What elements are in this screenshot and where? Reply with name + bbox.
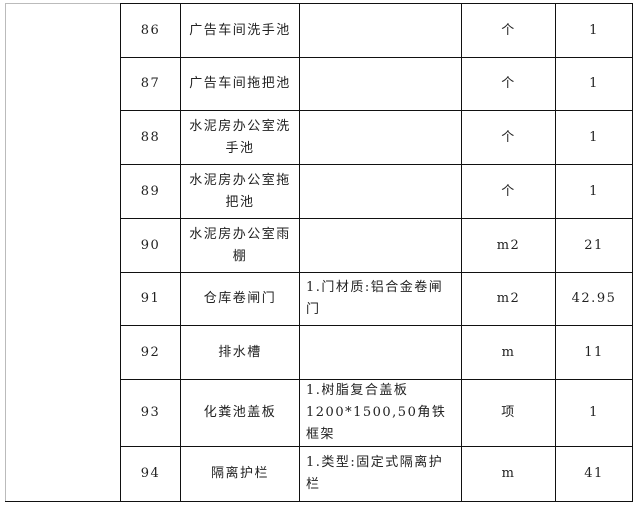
row-number: 94 (120, 446, 181, 502)
item-name: 广告车间洗手池 (180, 3, 300, 58)
item-quantity: 1 (555, 379, 633, 447)
item-unit: 项 (461, 379, 556, 447)
item-unit: 个 (461, 3, 556, 58)
item-quantity: 1 (555, 110, 633, 165)
item-unit: 个 (461, 57, 556, 111)
item-spec (299, 164, 462, 219)
item-spec: 1.类型:固定式隔离护栏 (299, 446, 462, 502)
table-row: 86 广告车间洗手池个 1 (5, 3, 633, 502)
row-number: 93 (120, 379, 181, 447)
item-spec (299, 325, 462, 380)
table-row: 91 仓库卷闸门 1.门材质:铝合金卷闸门 m2 42.95 (6, 272, 633, 326)
item-spec (299, 57, 462, 111)
bill-of-quantities-table: 86 广告车间洗手池个 1 87 广告车间拖把池个 1 88 水泥房办公室洗手池个 1 89 水泥房… (5, 3, 633, 502)
item-spec (299, 218, 462, 273)
item-name: 化粪池盖板 (180, 379, 300, 447)
item-unit: m2 (461, 272, 556, 326)
table-row: 88 水泥房办公室洗手池 个 1 (6, 110, 633, 165)
item-name: 隔离护栏 (180, 446, 300, 502)
row-number: 92 (120, 325, 181, 380)
item-name: 水泥房办公室拖把池 (180, 164, 300, 219)
item-name: 水泥房办公室洗手池 (180, 110, 300, 165)
table-row: 92 排水槽 m 11 (6, 325, 633, 380)
item-quantity: 21 (555, 218, 633, 273)
item-unit: m2 (461, 218, 556, 273)
item-name: 仓库卷闸门 (180, 272, 300, 326)
item-quantity: 42.95 (555, 272, 633, 326)
item-quantity: 41 (555, 446, 633, 502)
item-unit: m (461, 446, 556, 502)
item-quantity: 1 (555, 57, 633, 111)
item-name: 水泥房办公室雨棚 (180, 218, 300, 273)
table-row: 94 隔离护栏 1.类型:固定式隔离护栏 m 41 (6, 446, 633, 502)
row-number: 87 (120, 57, 181, 111)
item-quantity: 1 (555, 3, 633, 58)
table-row: 93 化粪池盖板 1.树脂复合盖板1200*1500,50角铁框架项 1 (6, 379, 633, 447)
item-unit: 个 (461, 164, 556, 219)
item-quantity: 1 (555, 164, 633, 219)
item-spec (299, 3, 462, 58)
row-number: 89 (120, 164, 181, 219)
item-name: 排水槽 (180, 325, 300, 380)
item-quantity: 11 (555, 325, 633, 380)
item-name: 广告车间拖把池 (180, 57, 300, 111)
item-unit: 个 (461, 110, 556, 165)
item-spec (299, 110, 462, 165)
row-number: 91 (120, 272, 181, 326)
row-number: 86 (120, 3, 181, 58)
row-number: 88 (120, 110, 181, 165)
item-spec: 1.树脂复合盖板1200*1500,50角铁框架 (299, 379, 462, 447)
category-cell (5, 3, 121, 502)
item-unit: m (461, 325, 556, 380)
item-spec: 1.门材质:铝合金卷闸门 (299, 272, 462, 326)
table-row: 87 广告车间拖把池 个 1 (6, 57, 633, 111)
row-number: 90 (120, 218, 181, 273)
